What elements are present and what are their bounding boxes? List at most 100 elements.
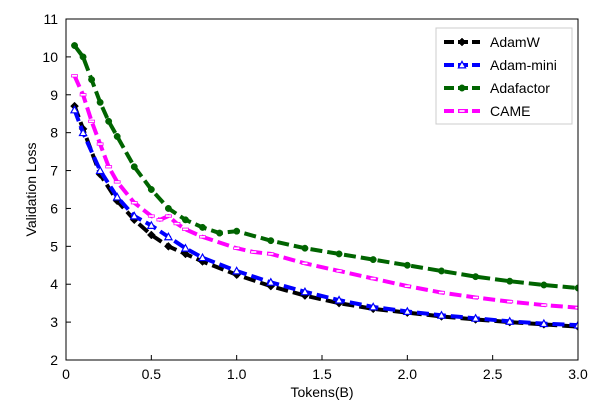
data-point — [197, 252, 208, 262]
series-came — [71, 74, 578, 310]
data-point — [438, 267, 445, 275]
data-point — [112, 192, 122, 201]
data-point — [505, 316, 515, 325]
data-point — [403, 284, 411, 288]
legend-marker — [458, 109, 466, 113]
data-point — [472, 295, 480, 300]
data-point — [95, 165, 105, 175]
data-point — [164, 204, 172, 212]
y-tick-label: 8 — [50, 125, 58, 141]
legend-marker — [457, 60, 467, 69]
data-point — [146, 220, 156, 229]
data-point — [573, 320, 578, 329]
data-point — [146, 230, 156, 240]
y-tick-label: 4 — [50, 276, 58, 292]
legend-entry: CAME — [444, 103, 530, 119]
data-point — [232, 266, 242, 275]
data-point — [436, 310, 447, 319]
data-point — [129, 211, 139, 220]
data-point — [335, 269, 343, 273]
data-point — [368, 302, 378, 311]
data-point — [182, 227, 189, 231]
data-point — [334, 295, 344, 304]
data-point — [438, 290, 445, 295]
data-point — [181, 249, 190, 259]
legend-label: Adam-mini — [490, 57, 557, 73]
data-point — [173, 221, 181, 226]
data-point — [369, 276, 377, 281]
data-point — [79, 53, 87, 61]
data-point — [164, 241, 173, 251]
data-point — [403, 261, 411, 269]
data-point — [472, 273, 480, 281]
data-point — [180, 243, 191, 252]
series-line — [72, 109, 578, 328]
data-point — [267, 237, 275, 245]
y-tick-label: 11 — [43, 11, 58, 27]
x-tick-label: 1.0 — [227, 366, 247, 382]
data-point — [335, 250, 343, 258]
y-tick-label: 10 — [42, 49, 58, 65]
legend: AdamW Adam-mini Adafactor CAME — [435, 27, 573, 125]
y-tick-label: 2 — [50, 352, 58, 368]
data-point — [199, 235, 206, 239]
data-point — [71, 42, 78, 49]
data-point — [130, 201, 138, 205]
y-tick-label: 9 — [50, 87, 58, 103]
data-point — [96, 142, 104, 146]
x-axis-label: Tokens(B) — [290, 384, 353, 400]
legend-label: CAME — [490, 103, 530, 119]
data-point — [540, 281, 548, 289]
data-point — [402, 306, 412, 315]
y-axis-label: Validation Loss — [23, 143, 39, 237]
data-point — [113, 180, 121, 184]
series-adam-mini — [69, 105, 578, 329]
data-point — [88, 76, 96, 84]
legend-marker — [458, 84, 466, 92]
data-point — [470, 313, 481, 322]
data-point — [250, 250, 258, 254]
data-point — [266, 277, 276, 286]
series-layer — [69, 42, 578, 332]
data-point — [506, 277, 514, 285]
data-point — [156, 218, 164, 222]
data-point — [113, 133, 121, 140]
data-point — [199, 223, 206, 231]
data-point — [163, 232, 174, 241]
x-tick-label: 2.5 — [483, 366, 503, 382]
legend-entry: AdamW — [444, 34, 541, 50]
legend-entry: Adafactor — [444, 80, 550, 96]
data-point — [301, 261, 309, 265]
legend-label: Adafactor — [490, 80, 550, 96]
data-point — [105, 165, 113, 169]
x-tick-label: 1.5 — [312, 366, 332, 382]
data-point — [369, 256, 377, 264]
x-tick-label: 0 — [62, 366, 70, 382]
legend-entry: Adam-mini — [444, 57, 557, 73]
data-point — [233, 246, 241, 250]
y-tick-label: 3 — [50, 314, 58, 330]
data-point — [147, 186, 155, 193]
data-point — [130, 163, 138, 171]
data-point — [69, 105, 80, 114]
x-tick-label: 3.0 — [568, 366, 588, 382]
data-point — [79, 93, 87, 97]
x-tick-label: 2.0 — [398, 366, 418, 382]
data-point — [96, 98, 104, 106]
data-point — [105, 117, 113, 125]
series-adafactor — [71, 42, 578, 292]
data-point — [147, 214, 155, 218]
y-tick-label: 7 — [50, 163, 58, 179]
data-point — [539, 318, 549, 328]
data-point — [574, 306, 578, 310]
data-point — [78, 127, 88, 137]
data-point — [216, 229, 224, 237]
data-point — [182, 216, 189, 224]
data-point — [540, 303, 548, 307]
x-tick-label: 0.5 — [142, 366, 162, 382]
data-point — [301, 244, 309, 252]
data-point — [233, 227, 241, 235]
y-tick-label: 5 — [50, 238, 58, 254]
